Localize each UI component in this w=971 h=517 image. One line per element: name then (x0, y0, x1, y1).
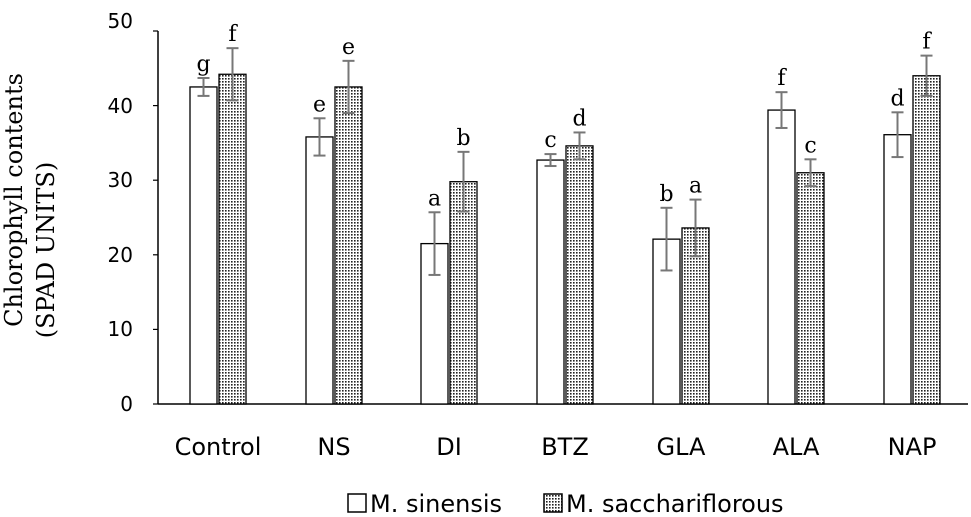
y-tick-10: 10 (108, 317, 158, 341)
bar-m-sacchariflorous-di (449, 181, 478, 405)
bar-m-sinensis-ns (305, 136, 334, 405)
y-axis-title-line1: Chlorophyll contents (0, 73, 28, 327)
legend-label-m-sinensis: M. sinensis (370, 490, 502, 517)
sig-letter-m-sinensis-ns: e (313, 92, 326, 117)
y-tick-0: 0 (120, 392, 158, 416)
x-label-control: Control (175, 433, 262, 461)
sig-letter-m-sinensis-gla: b (659, 182, 673, 207)
y-axis-title-line2: (SPAD UNITS) (32, 162, 60, 338)
error-bar-m-sinensis-nap (891, 111, 904, 159)
error-bar-m-sinensis-control (197, 76, 210, 97)
legend: M. sinensis M. sacchariflorous (347, 490, 784, 517)
sig-letter-m-sinensis-ala: f (777, 66, 787, 91)
error-bar-m-sinensis-gla (660, 206, 673, 272)
bar-m-sinensis-control (189, 86, 218, 405)
y-tick-20: 20 (108, 243, 158, 267)
legend-label-m-sacchariflorous: M. sacchariflorous (566, 490, 784, 517)
error-bar-m-sacchariflorous-btz (573, 131, 586, 161)
sig-letter-m-sacchariflorous-ns: e (342, 35, 355, 60)
error-bar-m-sacchariflorous-ns (342, 59, 355, 115)
x-label-gla: GLA (657, 433, 707, 461)
sig-letter-m-sacchariflorous-control: f (228, 22, 238, 47)
sig-letter-m-sacchariflorous-di: b (456, 126, 470, 151)
x-label-btz: BTZ (541, 433, 589, 461)
sig-letter-m-sacchariflorous-nap: f (922, 30, 932, 55)
x-label-nap: NAP (888, 433, 937, 461)
legend-swatch-m-sinensis (347, 493, 367, 513)
bar-m-sinensis-ala (767, 109, 796, 405)
error-bar-m-sacchariflorous-ala (804, 158, 817, 188)
y-tick-50: 50 (108, 9, 158, 33)
sig-letter-m-sinensis-di: a (428, 186, 441, 211)
bar-m-sacchariflorous-ns (334, 86, 363, 405)
y-tick-label-30: 30 (108, 168, 133, 192)
error-bar-m-sinensis-ala (775, 91, 788, 129)
bar-m-sacchariflorous-ala (796, 172, 825, 405)
error-bar-m-sacchariflorous-control (226, 47, 239, 102)
bar-m-sacchariflorous-btz (565, 145, 594, 405)
y-tick-30: 30 (108, 168, 158, 192)
error-bar-m-sinensis-ns (313, 117, 326, 157)
error-bar-m-sinensis-di (428, 211, 441, 276)
sig-letter-m-sacchariflorous-btz: d (572, 106, 586, 131)
x-label-di: DI (436, 433, 462, 461)
sig-letter-m-sacchariflorous-gla: a (689, 174, 702, 199)
bar-m-sinensis-nap (883, 134, 912, 405)
error-bar-m-sinensis-btz (544, 153, 557, 168)
error-bar-m-sacchariflorous-gla (689, 198, 702, 258)
y-tick-label-10: 10 (108, 317, 133, 341)
y-tick-label-0: 0 (120, 392, 133, 416)
bar-m-sacchariflorous-nap (912, 75, 941, 405)
x-label-ns: NS (317, 433, 350, 461)
y-tick-label-50: 50 (108, 9, 133, 33)
error-bar-m-sacchariflorous-nap (920, 54, 933, 97)
legend-swatch-m-sacchariflorous (543, 493, 563, 513)
sig-letter-m-sinensis-nap: d (890, 86, 904, 111)
bar-m-sacchariflorous-control (218, 73, 247, 405)
y-tick-label-40: 40 (108, 94, 133, 118)
sig-letter-m-sinensis-btz: c (544, 128, 556, 153)
y-tick-40: 40 (108, 94, 158, 118)
sig-letter-m-sinensis-control: g (196, 52, 210, 77)
x-label-ala: ALA (773, 433, 820, 461)
bar-m-sinensis-btz (536, 159, 565, 405)
sig-letter-m-sacchariflorous-ala: c (804, 133, 816, 158)
y-tick-label-20: 20 (108, 243, 133, 267)
error-bar-m-sacchariflorous-di (457, 150, 470, 213)
